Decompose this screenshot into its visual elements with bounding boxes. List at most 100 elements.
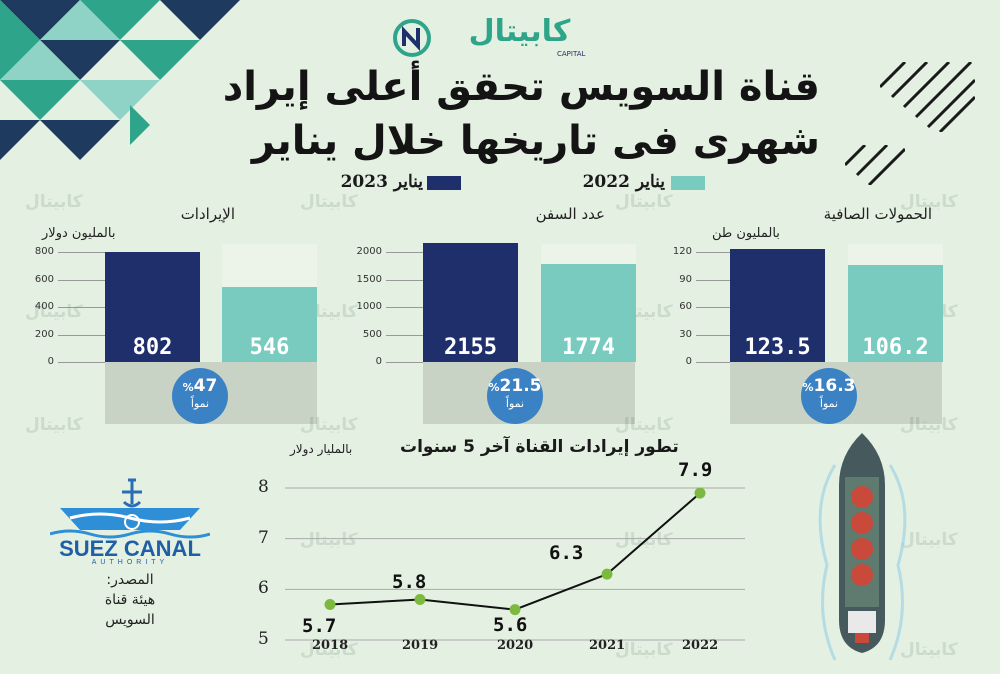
line-y-tick: 5 <box>258 629 269 649</box>
y-tick-label: 400 <box>34 301 54 312</box>
bar <box>105 251 200 362</box>
bar <box>423 243 518 362</box>
brand-logo-icon <box>393 19 431 57</box>
watermark-text: كابيتال <box>615 530 673 550</box>
legend-swatch-2023 <box>427 176 461 190</box>
growth-value-row: %47 <box>172 376 228 396</box>
y-tick-label: 120 <box>672 246 692 257</box>
bar-value-label: 546 <box>249 335 290 360</box>
y-tick-label: 1500 <box>356 273 382 285</box>
growth-badge: %16.3 نمواً <box>801 368 857 424</box>
data-point <box>694 487 706 499</box>
growth-value-row: %21.5 <box>487 376 543 396</box>
suez-logo-text: SUEZ CANAL <box>59 536 201 561</box>
bar <box>848 264 943 362</box>
growth-percent-sign: % <box>802 381 814 394</box>
watermark-text: كابيتال <box>300 640 358 660</box>
line-y-tick: 6 <box>258 578 269 599</box>
brand-logo-sub: CAPITAL <box>557 50 586 58</box>
watermark-text: كابيتال <box>900 530 958 550</box>
x-tick-label: 2020 <box>497 638 534 653</box>
growth-label: نمواً <box>505 397 525 410</box>
data-point-label: 6.3 <box>549 542 584 565</box>
watermark-text: كابيتال <box>300 192 358 212</box>
y-gridline <box>386 334 423 336</box>
source-name-line1: هيئة قناة <box>104 592 156 608</box>
bar <box>541 264 636 362</box>
series-line <box>329 492 701 611</box>
bar-value-label: 106.2 <box>862 335 929 360</box>
bar-chart-unit: بالمليون طن <box>712 226 780 241</box>
growth-percent-sign: % <box>488 381 500 394</box>
bar-value-label: 123.5 <box>744 335 811 360</box>
y-gridline <box>58 252 105 253</box>
bar-chart-title: الإيرادات <box>180 205 235 223</box>
y-gridline <box>696 279 730 281</box>
line-chart-title: تطور إيرادات القناة آخر 5 سنوات <box>400 437 679 457</box>
y-tick-label: 1000 <box>356 301 382 312</box>
watermark-text: كابيتال <box>300 530 358 550</box>
data-point <box>324 599 336 611</box>
line-chart-unit: بالمليار دولار <box>290 442 353 456</box>
line-y-tick: 7 <box>258 527 269 548</box>
watermark-text: كابيتال <box>615 640 673 660</box>
growth-value: 16.3 <box>813 376 856 396</box>
suez-canal-logo: SUEZ CANAL AUTHORITY <box>45 478 215 568</box>
y-tick-label: 0 <box>685 356 692 367</box>
y-gridline <box>696 334 730 336</box>
data-point <box>509 604 521 616</box>
growth-value: 47 <box>193 376 218 396</box>
x-tick-label: 2019 <box>402 638 439 653</box>
y-tick-label: 500 <box>362 328 382 340</box>
x-tick-label: 2021 <box>589 638 626 653</box>
source-name-line2: السويس <box>105 612 155 628</box>
y-gridline <box>58 279 105 281</box>
source-label: المصدر: <box>106 572 154 588</box>
watermark-text: كابيتال <box>25 415 83 435</box>
bar-value-label: 802 <box>132 335 173 360</box>
y-gridline <box>386 307 423 308</box>
growth-value-row: %16.3 <box>801 376 857 396</box>
y-gridline <box>696 252 730 253</box>
page-title-line1: قناة السويس تحقق أعلى إيراد <box>222 64 820 110</box>
bar-value-label: 2155 <box>444 335 497 360</box>
growth-badge: %47 نمواً <box>172 368 228 424</box>
y-gridline <box>386 362 423 363</box>
data-point-label: 7.9 <box>678 459 713 482</box>
watermark-text: كابيتال <box>900 415 958 435</box>
bar <box>222 286 317 362</box>
y-tick-label: 600 <box>34 273 54 285</box>
watermark-text: كابيتال <box>25 192 83 212</box>
growth-badge: %21.5 نمواً <box>487 368 543 424</box>
brand-logo: كابيتال CAPITAL <box>392 14 612 62</box>
growth-value: 21.5 <box>499 376 542 396</box>
data-point <box>601 568 613 580</box>
line-y-tick: 8 <box>258 477 269 497</box>
y-tick-label: 2000 <box>356 246 382 257</box>
y-gridline <box>696 362 730 363</box>
suez-logo-sub: AUTHORITY <box>91 559 169 566</box>
growth-percent-sign: % <box>182 381 194 394</box>
y-gridline <box>58 362 105 363</box>
y-tick-label: 90 <box>679 273 692 285</box>
y-tick-label: 30 <box>679 328 692 340</box>
growth-label: نمواً <box>819 397 839 410</box>
page-title-line2: شهرى فى تاريخها خلال يناير <box>251 118 820 164</box>
y-tick-label: 60 <box>679 301 692 312</box>
data-point-label: 5.6 <box>493 613 528 636</box>
watermark-text: كابيتال <box>615 192 673 212</box>
watermark-text: كابيتال <box>900 192 958 212</box>
legend-swatch-2022 <box>671 176 705 190</box>
y-tick-label: 200 <box>34 328 54 340</box>
bar-chart-title: عدد السفن <box>535 205 605 223</box>
data-point-label: 5.8 <box>392 571 427 594</box>
x-tick-label: 2018 <box>312 638 349 653</box>
bar-chart-title: الحمولات الصافية <box>823 205 932 223</box>
data-point <box>414 593 426 605</box>
watermark-text: كابيتال <box>300 415 358 435</box>
data-point-label: 5.7 <box>302 614 337 637</box>
growth-label: نمواً <box>190 397 210 410</box>
y-tick-label: 0 <box>47 356 54 367</box>
bar <box>730 248 825 362</box>
